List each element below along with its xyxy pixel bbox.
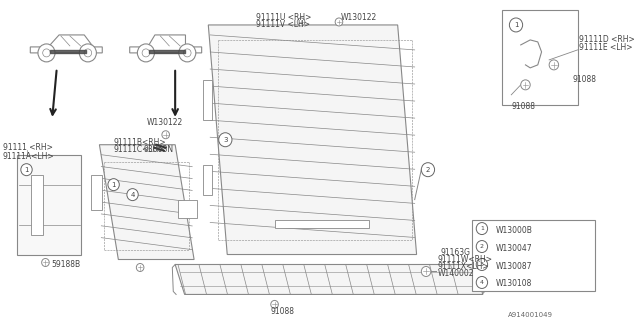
- Circle shape: [108, 179, 119, 191]
- Circle shape: [79, 44, 97, 62]
- Text: 91111A<LH>: 91111A<LH>: [3, 152, 54, 161]
- Circle shape: [549, 60, 559, 70]
- Text: 93063N: 93063N: [144, 145, 174, 154]
- Circle shape: [127, 188, 138, 201]
- Text: 91111D <RH>: 91111D <RH>: [579, 35, 635, 44]
- Text: 3: 3: [223, 137, 228, 143]
- Circle shape: [142, 49, 150, 57]
- Circle shape: [509, 18, 523, 32]
- Bar: [502, 10, 577, 105]
- Circle shape: [476, 223, 488, 235]
- Text: 59188B: 59188B: [51, 260, 80, 268]
- Text: 91111B<RH>: 91111B<RH>: [114, 138, 166, 147]
- Circle shape: [521, 80, 530, 90]
- Circle shape: [184, 49, 191, 57]
- Circle shape: [43, 49, 51, 57]
- Text: 1: 1: [111, 182, 116, 188]
- Bar: [91, 175, 102, 210]
- Bar: [203, 165, 212, 195]
- Text: 91111 <RH>: 91111 <RH>: [3, 143, 52, 152]
- Text: 1: 1: [514, 22, 518, 28]
- Text: W130047: W130047: [496, 244, 532, 252]
- Circle shape: [84, 49, 92, 57]
- Bar: [31, 175, 43, 235]
- Text: W140002: W140002: [437, 269, 474, 278]
- Polygon shape: [175, 265, 483, 294]
- Text: W130087: W130087: [496, 261, 532, 270]
- Text: 91088: 91088: [511, 102, 535, 111]
- Circle shape: [476, 276, 488, 288]
- Circle shape: [219, 133, 232, 147]
- Text: 91111U <RH>: 91111U <RH>: [255, 13, 311, 22]
- Text: 3: 3: [480, 262, 484, 267]
- Text: 91088: 91088: [573, 75, 597, 84]
- Text: W130122: W130122: [147, 118, 183, 127]
- Text: W130122: W130122: [341, 13, 377, 22]
- Circle shape: [476, 241, 488, 252]
- Polygon shape: [30, 35, 102, 53]
- Text: 91088: 91088: [271, 308, 295, 316]
- Text: 4: 4: [480, 280, 484, 285]
- Text: 4: 4: [131, 192, 135, 198]
- Polygon shape: [130, 35, 202, 53]
- Circle shape: [335, 18, 343, 26]
- Text: 91111E <LH>: 91111E <LH>: [579, 43, 633, 52]
- Circle shape: [162, 131, 170, 139]
- Bar: [203, 80, 212, 120]
- Text: 1: 1: [24, 167, 29, 173]
- Circle shape: [179, 44, 196, 62]
- Circle shape: [21, 164, 32, 176]
- Text: 91163G: 91163G: [440, 248, 470, 257]
- Circle shape: [42, 259, 49, 267]
- Text: 1: 1: [480, 226, 484, 231]
- Text: 91111C<LH>: 91111C<LH>: [114, 145, 165, 154]
- Circle shape: [136, 263, 144, 271]
- Circle shape: [476, 259, 488, 270]
- Circle shape: [138, 44, 154, 62]
- Text: A914001049: A914001049: [508, 312, 553, 318]
- Polygon shape: [208, 25, 417, 254]
- Text: 2: 2: [480, 244, 484, 249]
- Text: 91111V <LH>: 91111V <LH>: [255, 20, 310, 29]
- Text: 91111W<RH>: 91111W<RH>: [437, 254, 492, 263]
- Text: 91111X<LH>: 91111X<LH>: [437, 261, 489, 270]
- Circle shape: [38, 44, 55, 62]
- Bar: [178, 200, 197, 218]
- Circle shape: [271, 300, 278, 308]
- Polygon shape: [99, 145, 194, 260]
- Circle shape: [421, 163, 435, 177]
- Circle shape: [298, 18, 305, 26]
- Text: W13000B: W13000B: [496, 226, 533, 235]
- Bar: [275, 220, 369, 228]
- Bar: [472, 220, 595, 292]
- Text: 2: 2: [426, 167, 430, 173]
- Circle shape: [421, 267, 431, 276]
- Bar: [17, 155, 81, 254]
- Text: W130108: W130108: [496, 279, 532, 288]
